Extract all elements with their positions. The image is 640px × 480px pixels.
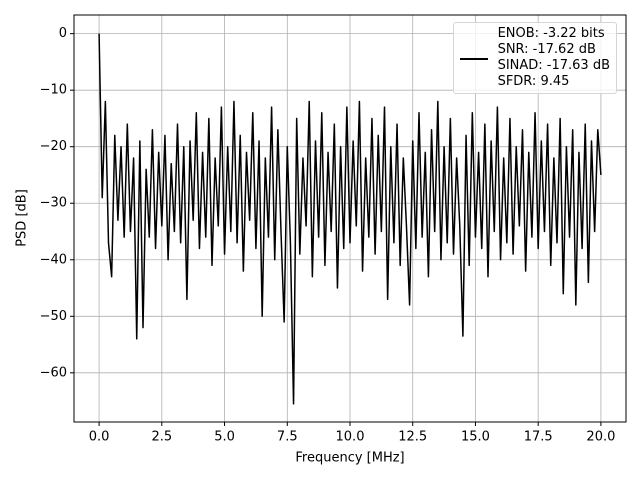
y-tick-label: −10 <box>40 83 67 98</box>
legend-label: ENOB: -3.22 bits SNR: -17.62 dB SINAD: -… <box>497 26 610 89</box>
series-line <box>98 33 602 405</box>
y-axis-label: PSD [dB] <box>15 189 30 247</box>
x-tick-label: 7.5 <box>277 430 298 445</box>
y-tick-label: −40 <box>40 252 67 267</box>
x-tick-label: 17.5 <box>524 430 553 445</box>
x-tick-label: 12.5 <box>398 430 427 445</box>
x-tick-label: 10.0 <box>336 430 365 445</box>
y-tick-label: −30 <box>40 196 67 211</box>
legend: ENOB: -3.22 bits SNR: -17.62 dB SINAD: -… <box>452 22 617 94</box>
legend-swatch <box>459 58 488 60</box>
y-tick-label: −50 <box>40 309 67 324</box>
x-axis-label: Frequency [MHz] <box>295 451 404 466</box>
y-tick-label: −60 <box>40 365 67 380</box>
x-tick-label: 15.0 <box>461 430 490 445</box>
y-tick-label: 0 <box>59 26 67 41</box>
x-tick-label: 5.0 <box>214 430 235 445</box>
y-tick-label: −20 <box>40 139 67 154</box>
x-tick-label: 0.0 <box>89 430 110 445</box>
x-tick-label: 20.0 <box>586 430 615 445</box>
lines <box>98 33 602 405</box>
x-tick-label: 2.5 <box>151 430 172 445</box>
